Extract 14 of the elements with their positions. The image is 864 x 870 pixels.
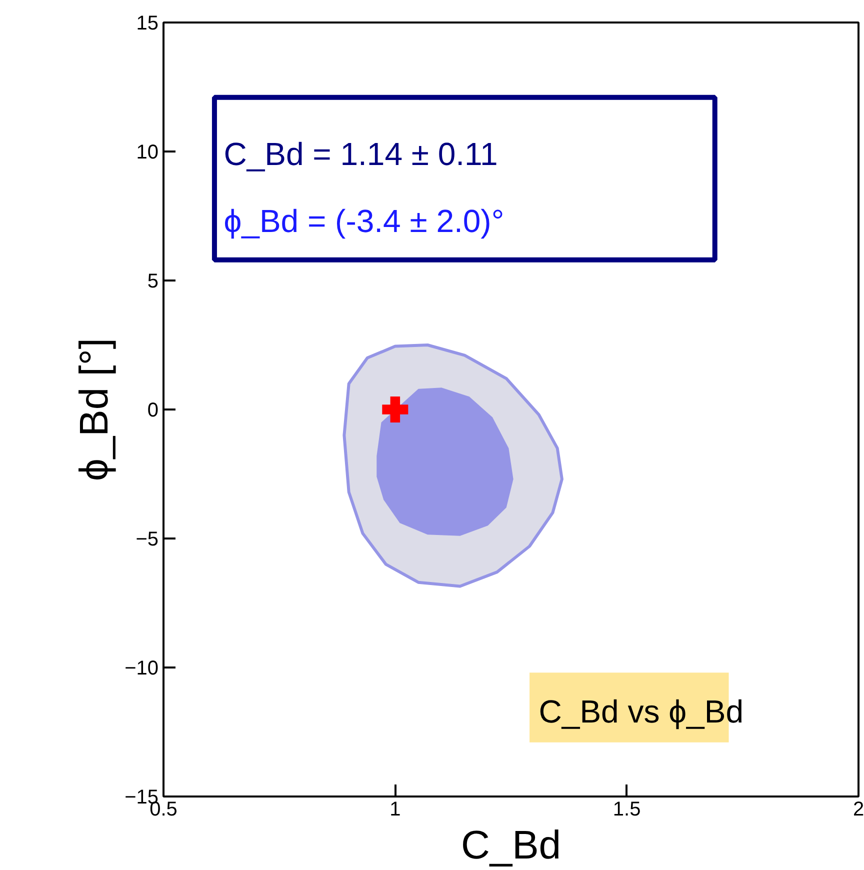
x-axis-title: C_Bd bbox=[460, 824, 562, 868]
y-tick-label: 5 bbox=[147, 270, 158, 292]
annotation: ϕ_Bd = (-3.4 ± 2.0)° bbox=[224, 203, 504, 240]
y-axis-title: ϕ_Bd [°] bbox=[72, 338, 117, 481]
y-tick-label: 0 bbox=[147, 400, 158, 422]
y-tick-label: −5 bbox=[136, 528, 159, 550]
x-tick-label: 2 bbox=[852, 798, 864, 820]
y-tick-label: 15 bbox=[136, 12, 159, 34]
x-tick-label: 1 bbox=[390, 798, 401, 820]
x-tick-label: 1.5 bbox=[612, 798, 641, 820]
y-tick-label: 10 bbox=[136, 142, 159, 164]
annotation: C_Bd = 1.14 ± 0.11 bbox=[224, 136, 498, 172]
y-tick-label: −10 bbox=[124, 658, 159, 680]
annotation: C_Bd vs ϕ_Bd bbox=[538, 693, 744, 730]
